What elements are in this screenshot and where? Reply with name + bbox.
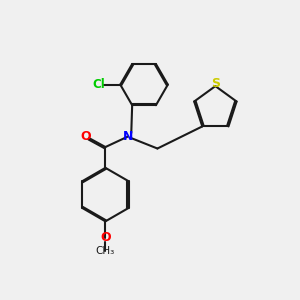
Text: O: O — [80, 130, 91, 143]
Text: Cl: Cl — [92, 78, 105, 91]
Text: S: S — [211, 76, 220, 90]
Text: N: N — [122, 130, 133, 143]
Text: CH₃: CH₃ — [96, 246, 115, 256]
Text: O: O — [100, 231, 111, 244]
